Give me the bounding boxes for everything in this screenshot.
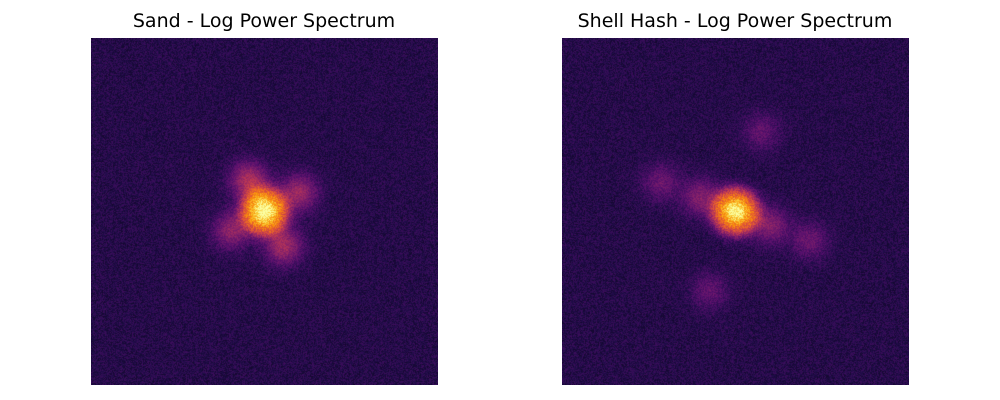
- shell-hash-power-spectrum-heatmap: [562, 38, 909, 385]
- sand-power-spectrum-heatmap: [91, 38, 438, 385]
- sand-heatmap-canvas: [91, 38, 438, 385]
- chart-title-shell-hash: Shell Hash - Log Power Spectrum: [577, 10, 893, 32]
- chart-title-sand: Sand - Log Power Spectrum: [132, 10, 396, 32]
- shell-hash-heatmap-canvas: [562, 38, 909, 385]
